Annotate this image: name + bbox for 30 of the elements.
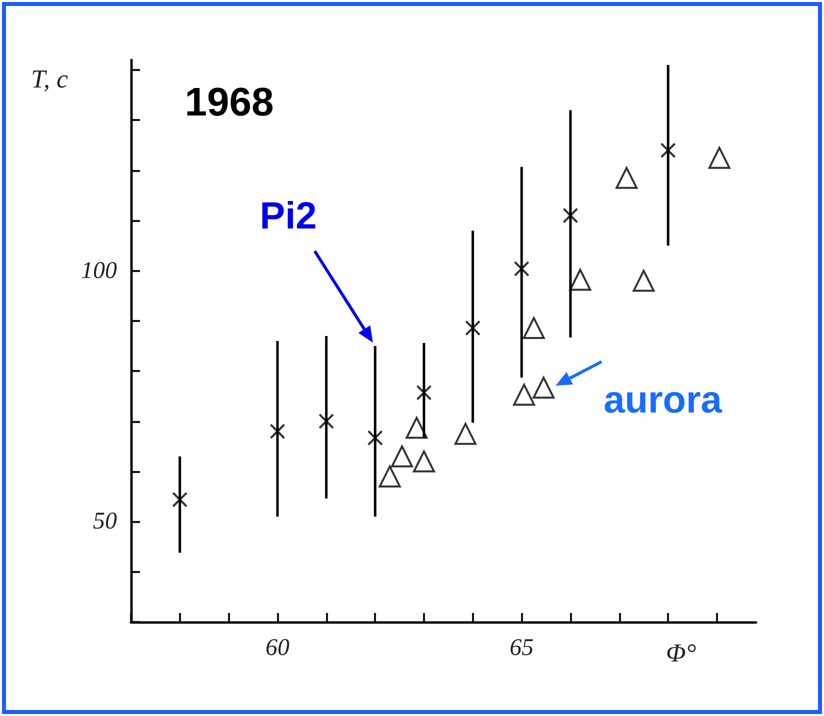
point (465, 320, 480, 336)
x-axis-title: Φ° (666, 638, 696, 668)
y-tick-label: 50 (93, 508, 117, 535)
annotation: Pi2 (260, 196, 317, 238)
point (660, 142, 676, 158)
point (390, 445, 413, 468)
annotation: 1968 (184, 80, 274, 124)
point (318, 414, 334, 429)
point (632, 270, 655, 292)
point (416, 385, 432, 400)
x-tick-label: 65 (510, 635, 534, 661)
point (270, 424, 285, 439)
point (616, 166, 638, 189)
point (708, 146, 730, 169)
point (514, 261, 530, 276)
point (412, 450, 435, 472)
y-tick-label: 100 (81, 258, 117, 284)
annotation: aurora (604, 380, 723, 422)
point (513, 384, 536, 406)
point (172, 492, 188, 508)
point (406, 416, 428, 439)
point (522, 316, 545, 339)
point (368, 430, 383, 446)
point (569, 268, 592, 291)
y-axis-title: T, c (31, 64, 69, 94)
x-tick-label: 60 (265, 635, 290, 661)
point (454, 422, 476, 445)
point (562, 208, 578, 224)
point (378, 465, 401, 488)
point (532, 376, 555, 399)
